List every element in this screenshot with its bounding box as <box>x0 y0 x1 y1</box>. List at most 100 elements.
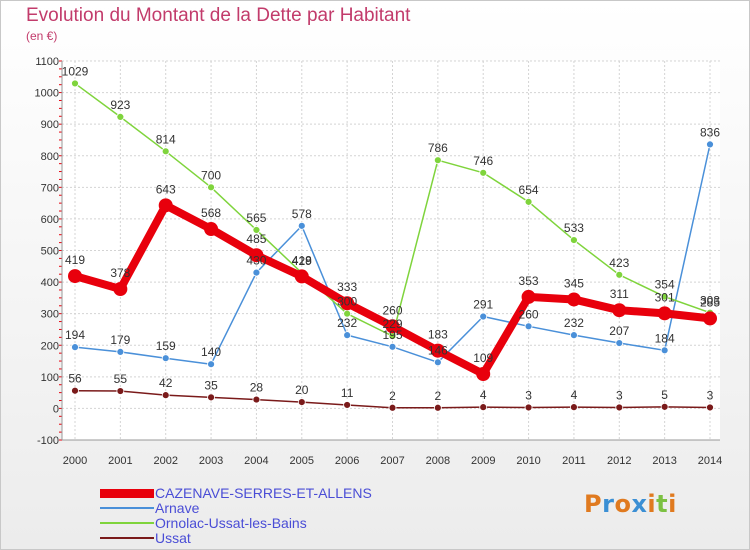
data-label: 140 <box>201 345 221 359</box>
data-point <box>204 222 219 237</box>
legend-label: CAZENAVE-SERRES-ET-ALLENS <box>155 485 372 501</box>
data-point <box>71 386 79 395</box>
data-label: 109 <box>473 351 493 365</box>
data-point <box>615 403 624 412</box>
data-point <box>476 366 491 381</box>
data-label: 56 <box>68 372 82 386</box>
data-point <box>343 401 352 409</box>
data-point <box>343 331 352 340</box>
data-point <box>68 269 82 284</box>
legend-label: Ornolac-Ussat-les-Bains <box>155 515 307 531</box>
data-label: 565 <box>246 211 266 225</box>
data-label: 654 <box>519 183 539 197</box>
legend-label: Arnave <box>155 500 200 516</box>
data-point <box>660 292 669 301</box>
data-point <box>479 403 488 412</box>
logo-letter: o <box>614 490 632 518</box>
y-tick-label: 300 <box>41 309 59 321</box>
data-point <box>570 236 578 244</box>
data-label: 923 <box>110 98 130 112</box>
data-label: 194 <box>65 328 85 342</box>
legend-swatch <box>100 537 154 539</box>
legend-item-ussat: Ussat <box>100 530 191 546</box>
data-point <box>252 226 261 234</box>
data-label: 1029 <box>62 64 89 78</box>
data-point <box>706 403 714 412</box>
data-label: 159 <box>156 339 176 353</box>
data-point <box>161 354 170 363</box>
data-label: 291 <box>473 298 493 312</box>
x-tick-label: 2006 <box>335 455 359 467</box>
legend-swatch <box>100 488 154 498</box>
data-label: 5 <box>661 388 668 402</box>
data-label: 28 <box>250 381 264 395</box>
x-tick-label: 2003 <box>199 455 223 467</box>
data-point <box>161 147 170 156</box>
axes: -100 0 100 200 300 400 500 600 700 800 900 1000 1100… <box>35 56 723 467</box>
data-point <box>524 197 533 206</box>
data-label: 746 <box>473 154 493 168</box>
x-tick-label: 2008 <box>426 455 450 467</box>
y-tick-label: 400 <box>41 277 59 289</box>
data-label: 418 <box>292 253 312 267</box>
data-point <box>297 398 306 407</box>
legend-swatch <box>100 522 154 524</box>
data-point <box>252 268 261 277</box>
data-label: 184 <box>655 331 675 345</box>
data-point <box>207 360 215 369</box>
data-label: 260 <box>519 307 539 321</box>
data-label: 533 <box>564 221 584 235</box>
data-label: 179 <box>110 333 130 347</box>
grid <box>62 60 720 441</box>
data-label: 232 <box>337 316 357 330</box>
data-label: 333 <box>337 280 357 294</box>
y-tick-label: 800 <box>41 151 59 163</box>
data-label: 183 <box>428 328 448 342</box>
x-tick-label: 2014 <box>698 455 722 467</box>
data-point <box>116 113 125 121</box>
data-label: 285 <box>700 295 720 309</box>
data-point <box>706 140 714 149</box>
data-label: 4 <box>571 388 578 402</box>
data-point <box>570 403 578 412</box>
data-point <box>249 248 264 263</box>
data-point <box>385 319 400 334</box>
data-label: 195 <box>382 328 402 342</box>
y-tick-label: 700 <box>41 182 59 194</box>
y-tick-label: 1000 <box>35 88 59 100</box>
legend-item-arnave: Arnave <box>100 500 199 516</box>
data-label: 229 <box>382 317 402 331</box>
y-tick-label: 1100 <box>35 56 59 68</box>
y-tick-label: -100 <box>37 435 59 447</box>
legend-item-cazenave: CAZENAVE-SERRES-ET-ALLENS <box>100 485 372 501</box>
data-point <box>570 331 578 340</box>
data-point <box>71 343 79 352</box>
data-point <box>615 339 624 347</box>
data-label: 300 <box>337 295 357 309</box>
data-point <box>340 296 355 311</box>
data-label: 423 <box>609 256 629 270</box>
data-point <box>71 79 79 88</box>
data-label: 345 <box>564 276 584 290</box>
chart-title: Evolution du Montant de la Dette par Hab… <box>26 5 411 26</box>
logo-letter: r <box>602 490 615 518</box>
x-tick-label: 2013 <box>652 455 676 467</box>
data-label: 836 <box>700 125 720 139</box>
data-point <box>388 403 397 412</box>
x-tick-label: 2001 <box>108 455 132 467</box>
data-label: 786 <box>428 141 448 155</box>
data-label: 419 <box>65 253 85 267</box>
data-label: 700 <box>201 168 221 182</box>
series-lines <box>68 79 717 412</box>
data-point <box>297 221 306 230</box>
data-point <box>660 346 669 355</box>
data-label: 232 <box>564 316 584 330</box>
data-point <box>207 183 215 192</box>
data-point <box>660 402 669 411</box>
data-label: 311 <box>610 287 629 301</box>
logo-letter: i <box>668 490 677 518</box>
legend-item-ornolac: Ornolac-Ussat-les-Bains <box>100 515 307 531</box>
x-tick-label: 2002 <box>153 455 177 467</box>
data-point <box>207 393 215 402</box>
